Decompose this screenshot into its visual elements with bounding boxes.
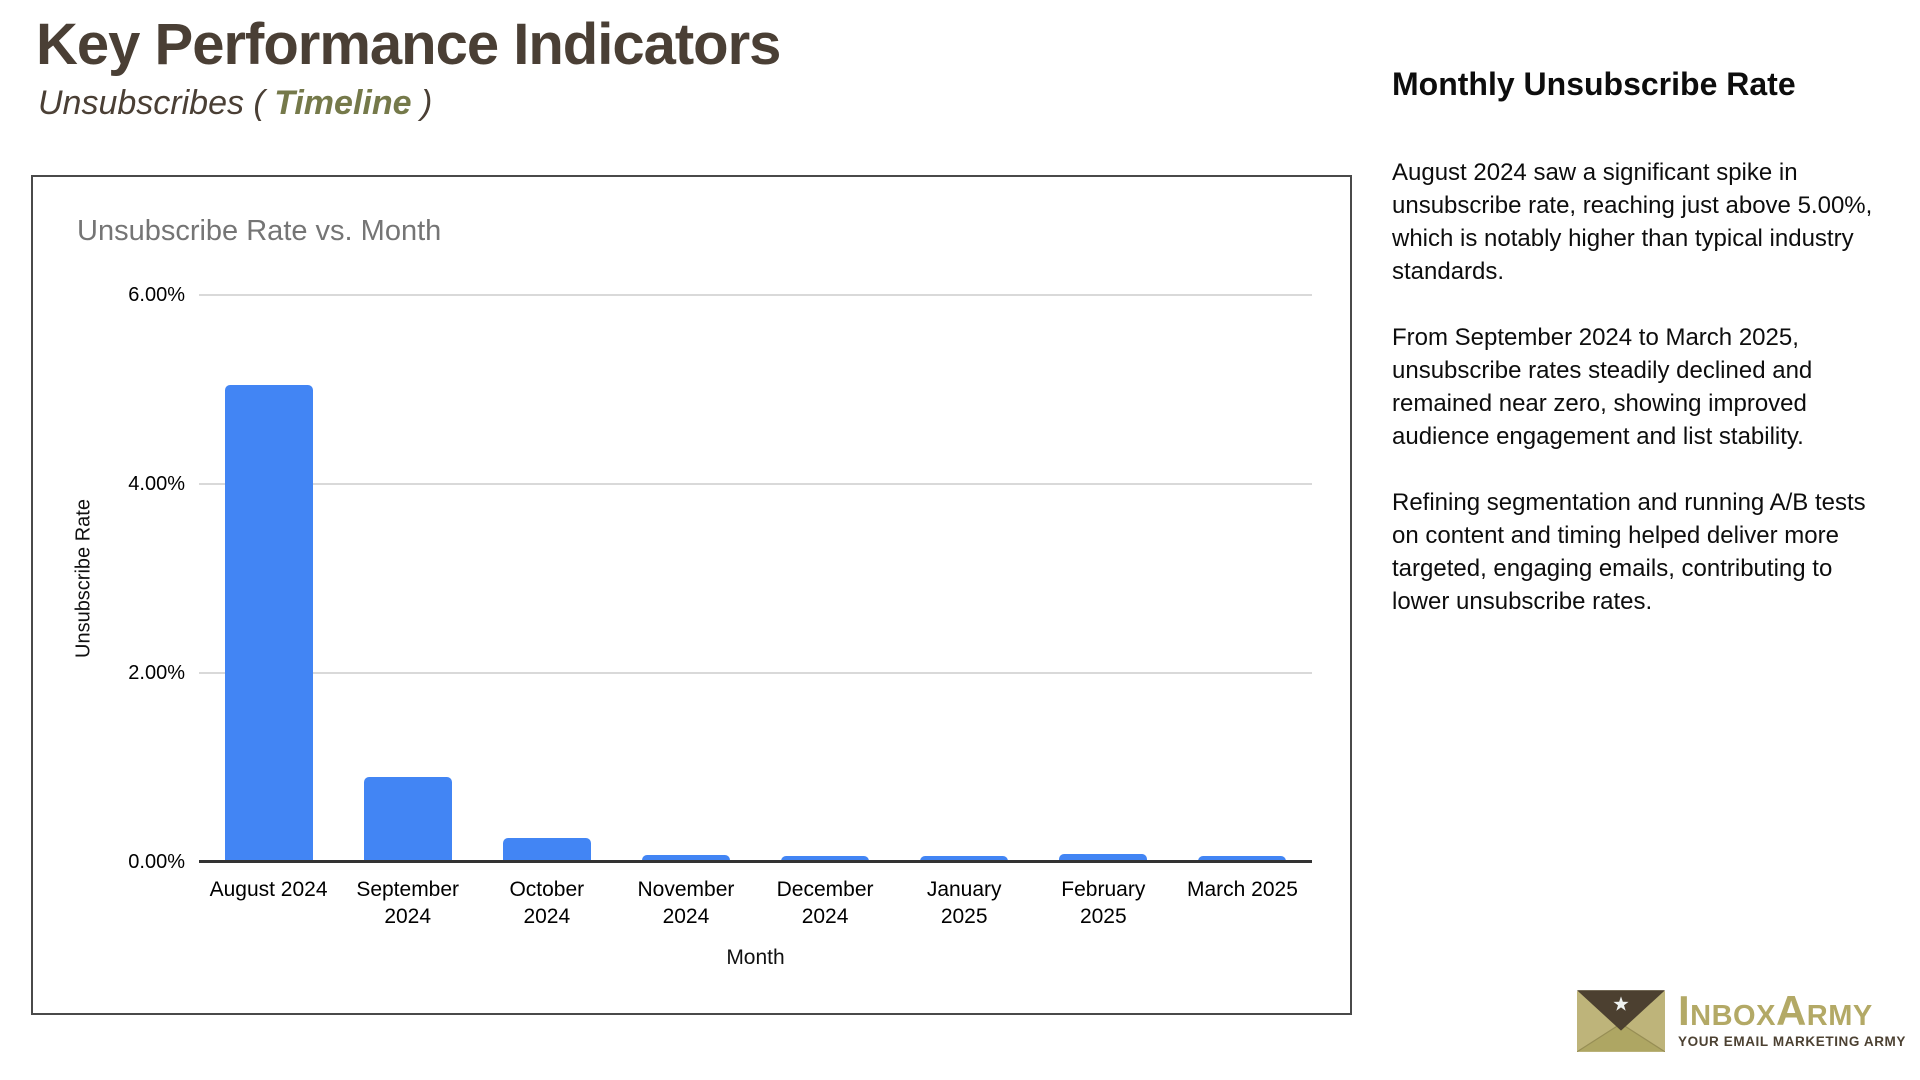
chart-card: Unsubscribe Rate vs. Month Unsubscribe R… (31, 175, 1352, 1015)
y-tick-label: 0.00% (128, 851, 185, 873)
envelope-flap (1577, 990, 1665, 1031)
gridline (199, 483, 1312, 485)
bar-december-2024 (781, 856, 870, 862)
y-tick-label: 2.00% (128, 662, 185, 684)
side-panel-heading: Monthly Unsubscribe Rate (1392, 66, 1796, 102)
subtitle-highlight: Timeline (274, 84, 412, 122)
x-tick-label: February 2025 (1061, 878, 1146, 928)
x-tick-label: January 2025 (926, 878, 1002, 928)
brand-logo: InboxArmy YOUR EMAIL MARKETING ARMY (1577, 990, 1906, 1052)
bar-february-2025 (1059, 854, 1148, 862)
bar-january-2025 (920, 856, 1009, 862)
y-axis-title: Unsubscribe Rate (72, 499, 95, 658)
y-tick-label: 6.00% (128, 284, 185, 306)
side-panel-paragraph: August 2024 saw a significant spike in u… (1392, 159, 1873, 285)
bar-march-2025 (1198, 856, 1287, 862)
side-panel: Monthly Unsubscribe Rate August 2024 saw… (1392, 62, 1878, 651)
x-axis-baseline (199, 860, 1312, 863)
x-tick-label: December 2024 (776, 878, 874, 928)
x-tick-label: November 2024 (637, 878, 735, 928)
envelope-icon (1577, 990, 1665, 1052)
bar-august-2024 (224, 384, 313, 862)
logo-tagline: YOUR EMAIL MARKETING ARMY (1678, 1034, 1907, 1049)
page-title: Key Performance Indicators (36, 12, 781, 77)
star-icon (1613, 996, 1629, 1011)
x-tick-label: September 2024 (356, 878, 460, 928)
bar-september-2024 (363, 776, 452, 862)
bar-october-2024 (502, 838, 591, 862)
x-axis-title: Month (726, 946, 785, 969)
logo-wordmark: InboxArmy (1678, 987, 1873, 1034)
page-subtitle: Unsubscribes ( Timeline ) (38, 82, 432, 124)
x-tick-label: March 2025 (1186, 878, 1298, 901)
side-panel-paragraph: From September 2024 to March 2025, unsub… (1392, 324, 1813, 450)
x-tick-label: October 2024 (509, 878, 585, 928)
y-tick-label: 4.00% (128, 473, 185, 495)
subtitle-prefix: Unsubscribes ( (38, 84, 275, 122)
side-panel-paragraph: Refining segmentation and running A/B te… (1392, 489, 1866, 615)
gridline (199, 672, 1312, 674)
envelope-bottom-fold (1577, 1023, 1665, 1052)
logo-text: InboxArmy YOUR EMAIL MARKETING ARMY (1678, 987, 1907, 1050)
subtitle-suffix: ) (411, 84, 433, 122)
gridline (199, 294, 1312, 296)
chart-title: Unsubscribe Rate vs. Month (77, 215, 442, 247)
bar-november-2024 (641, 855, 730, 862)
x-tick-label: August 2024 (209, 878, 328, 901)
plot-area: Unsubscribe Rate Month 0.00% 2.00% 4.00% 6.… (73, 284, 1312, 969)
